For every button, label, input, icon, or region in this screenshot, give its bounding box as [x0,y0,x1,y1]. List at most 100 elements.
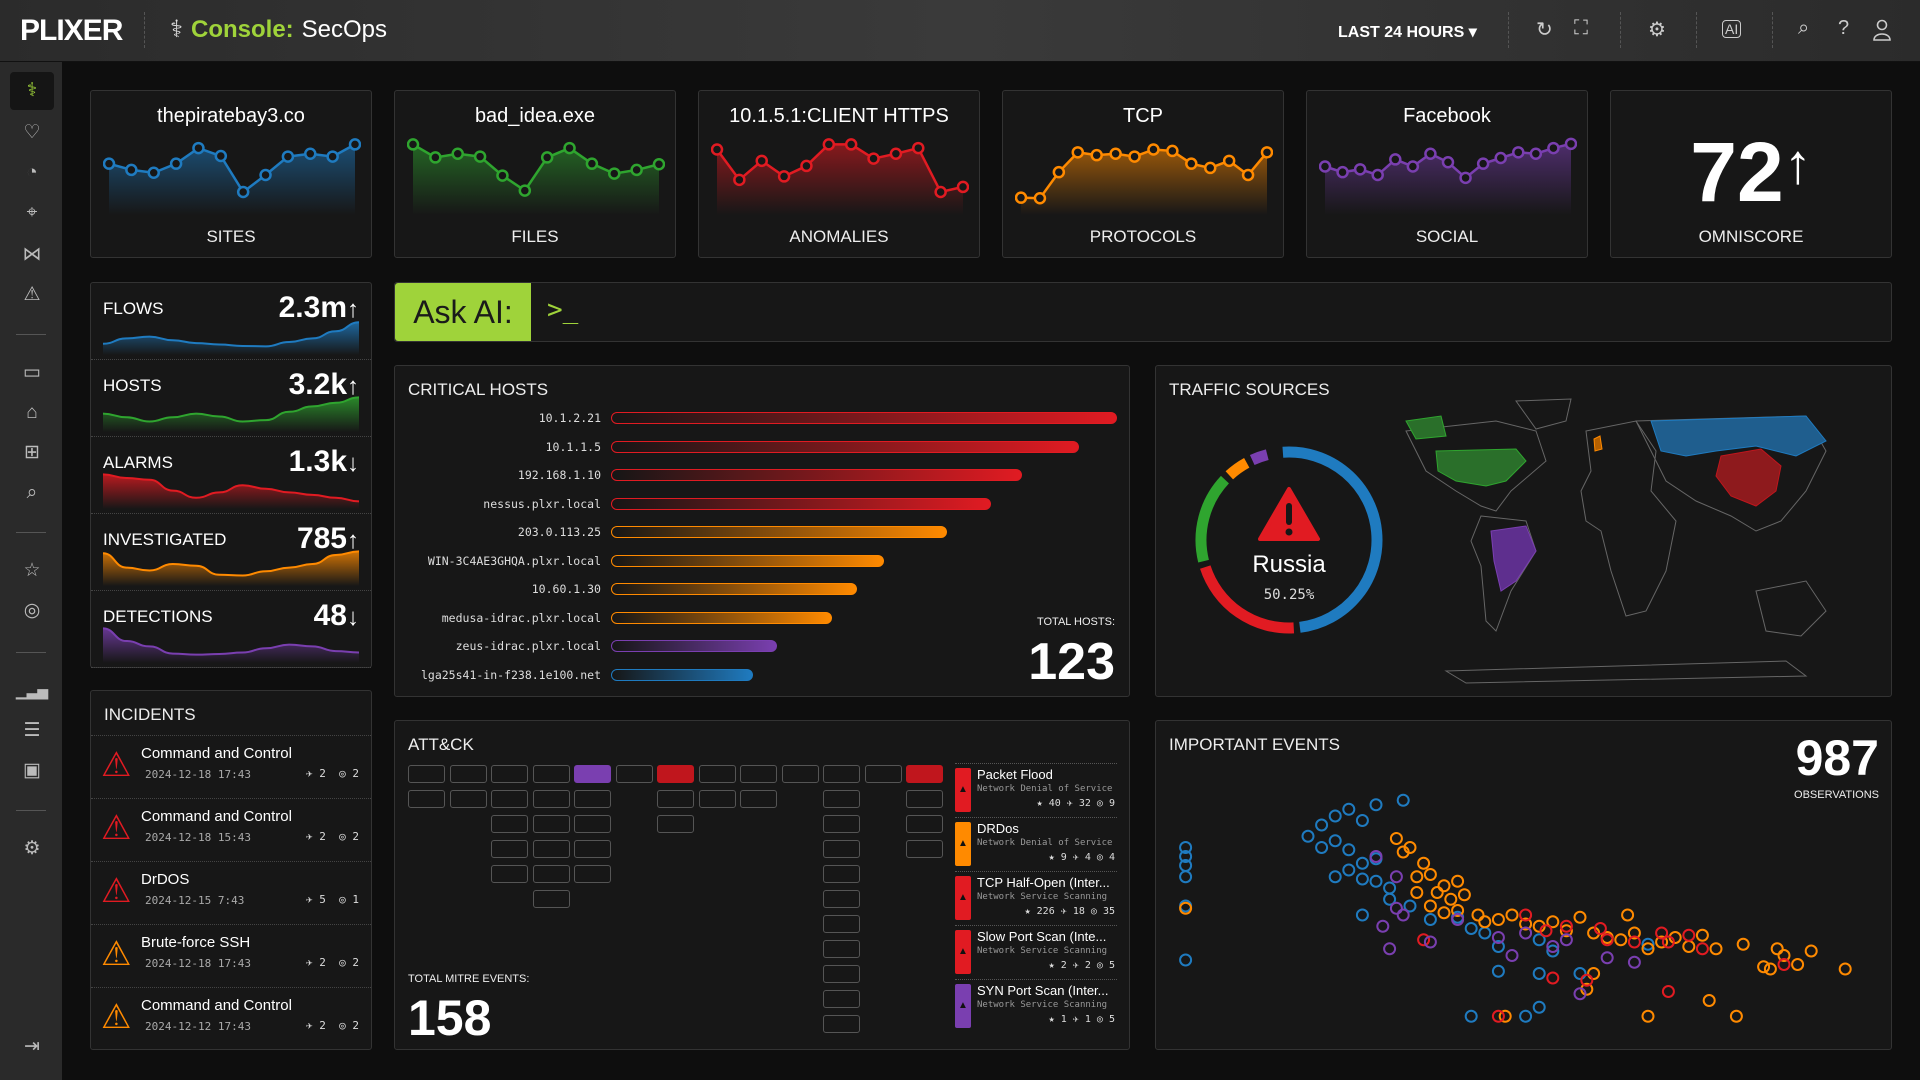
host-row[interactable]: medusa-idrac.plxr.local [395,608,1131,628]
ask-ai-bar[interactable]: Ask AI: >_ [394,282,1892,342]
attack-technique-active[interactable] [574,765,611,783]
top-tile[interactable]: TCP PROTOCOLS [1002,90,1284,258]
warning-icon[interactable]: ⚠︎ [23,284,41,305]
host-row[interactable]: 203.0.113.25 [395,522,1131,542]
top-tile[interactable]: 10.1.5.1:CLIENT HTTPS ANOMALIES [698,90,980,258]
attack-technique[interactable] [823,940,860,958]
attack-technique[interactable] [698,765,736,783]
attack-technique[interactable] [740,790,777,808]
attack-technique[interactable] [698,790,736,808]
sitemap-icon[interactable]: ⊞ [24,442,40,463]
stat-investigated[interactable]: INVESTIGATED 785↑ [91,514,371,591]
attack-technique[interactable] [864,765,902,783]
attack-technique[interactable] [408,790,445,808]
attack-technique[interactable] [574,815,611,833]
incident-item[interactable]: ⚠︎ Command and Control 2024-12-18 15:43 … [91,798,371,861]
attack-technique[interactable] [823,840,860,858]
attack-technique[interactable] [574,865,611,883]
incident-item[interactable]: ⚠︎ Command and Control 2024-12-12 17:43 … [91,987,371,1050]
incident-item[interactable]: ⚠︎ Brute-force SSH 2024-12-18 17:43 ✈︎ 2… [91,924,371,987]
attack-technique[interactable] [906,790,943,808]
host-row[interactable]: WIN-3C4AE3GHQA.plxr.local [395,551,1131,571]
gauge-icon[interactable]: ◔ [26,162,38,183]
network-icon[interactable]: ⋈ [22,244,42,265]
attack-technique[interactable] [657,790,694,808]
world-map[interactable] [1386,391,1886,691]
chart-icon[interactable]: ▁▃▅ [15,683,49,699]
stat-hosts[interactable]: HOSTS 3.2k↑ [91,360,371,437]
attack-technique[interactable] [532,815,570,833]
attack-technique[interactable] [823,990,860,1008]
attack-technique[interactable] [823,790,860,808]
time-range-dropdown[interactable]: LAST 24 HOURS ▾ [1338,24,1477,41]
attack-technique[interactable] [408,765,445,783]
attack-technique[interactable] [906,840,943,858]
attack-technique[interactable] [449,765,487,783]
search-icon[interactable]: ⌕ [1798,17,1810,39]
stat-detections[interactable]: DETECTIONS 48↓ [91,591,371,668]
top-tile[interactable]: thepiratebay3.co SITES [90,90,372,258]
attack-technique[interactable] [906,815,943,833]
attack-technique[interactable] [781,765,819,783]
attack-technique[interactable] [574,840,611,858]
attack-technique[interactable] [823,915,860,933]
host-row[interactable]: 192.168.1.10 [395,465,1131,485]
host-row[interactable]: lga25s41-in-f238.1e100.net [395,665,1131,685]
attack-technique[interactable] [823,1015,860,1033]
attack-technique[interactable] [491,840,528,858]
attack-technique[interactable] [532,840,570,858]
attack-technique[interactable] [823,815,860,833]
attack-technique[interactable] [823,865,860,883]
events-scatter[interactable] [1164,761,1864,1041]
host-row[interactable]: 10.1.1.5 [395,437,1131,457]
attack-event[interactable]: ▲ SYN Port Scan (Inter... Network Servic… [955,979,1117,1031]
attack-event[interactable]: ▲ Packet Flood Network Denial of Service… [955,763,1117,815]
refresh-icon[interactable]: ↻ [1536,19,1553,41]
attack-technique[interactable] [491,765,528,783]
router-icon[interactable]: ⌂ [26,402,38,423]
top-tile[interactable]: Facebook SOCIAL [1306,90,1588,258]
gear-icon[interactable]: ⚙ [1648,19,1666,41]
heart-monitor-icon[interactable]: ♡ [23,122,41,143]
omniscore-tile[interactable]: 72↑ OMNISCORE [1610,90,1892,258]
incident-item[interactable]: ⚠︎ Command and Control 2024-12-18 17:43 … [91,735,371,798]
attack-technique[interactable] [823,765,860,783]
host-row[interactable]: 10.60.1.30 [395,579,1131,599]
attack-technique[interactable] [823,890,860,908]
attack-technique[interactable] [491,815,528,833]
ask-ai-button[interactable]: Ask AI: [395,283,531,341]
stat-flows[interactable]: FLOWS 2.3m↑ [91,283,371,360]
attack-technique[interactable] [532,865,570,883]
radar-icon[interactable]: ◎ [23,600,41,621]
map-pin-icon[interactable]: ⌖ [26,202,38,223]
stat-alarms[interactable]: ALARMS 1.3k↓ [91,437,371,514]
host-row[interactable]: zeus-idrac.plxr.local [395,636,1131,656]
attack-event[interactable]: ▲ DRDos Network Denial of Service ★ 9 ✈︎… [955,817,1117,869]
collapse-sidebar-icon[interactable]: ⇥ [24,1036,40,1057]
incident-item[interactable]: ⚠︎ DrDOS 2024-12-15 7:43 ✈︎ 5 ◎ 1 [91,861,371,924]
ai-chip-icon[interactable]: AI [1722,20,1742,38]
search-icon[interactable]: ⌕ [26,482,38,503]
attack-technique[interactable] [657,815,694,833]
stethoscope-icon[interactable]: ⚕ [10,72,54,110]
list-icon[interactable]: ☰ [23,720,41,741]
calendar-icon[interactable]: ▣ [23,760,41,781]
ask-ai-input[interactable]: >_ [547,295,579,325]
user-icon[interactable] [1872,19,1892,41]
attack-technique[interactable] [491,790,528,808]
star-icon[interactable]: ☆ [23,560,41,581]
attack-technique-active[interactable] [657,765,694,783]
user-gear-icon[interactable]: ⚙ [23,838,41,859]
attack-event[interactable]: ▲ TCP Half-Open (Inter... Network Servic… [955,871,1117,923]
help-icon[interactable]: ? [1838,17,1850,39]
top-tile[interactable]: bad_idea.exe FILES [394,90,676,258]
attack-technique[interactable] [449,790,487,808]
fullscreen-icon[interactable]: ⛶ [1574,17,1588,39]
attack-technique[interactable] [532,790,570,808]
attack-technique-active[interactable] [906,765,943,783]
host-row[interactable]: nessus.plxr.local [395,494,1131,514]
attack-technique[interactable] [823,965,860,983]
attack-technique[interactable] [532,890,570,908]
attack-event[interactable]: ▲ Slow Port Scan (Inte... Network Servic… [955,925,1117,977]
attack-technique[interactable] [574,790,611,808]
